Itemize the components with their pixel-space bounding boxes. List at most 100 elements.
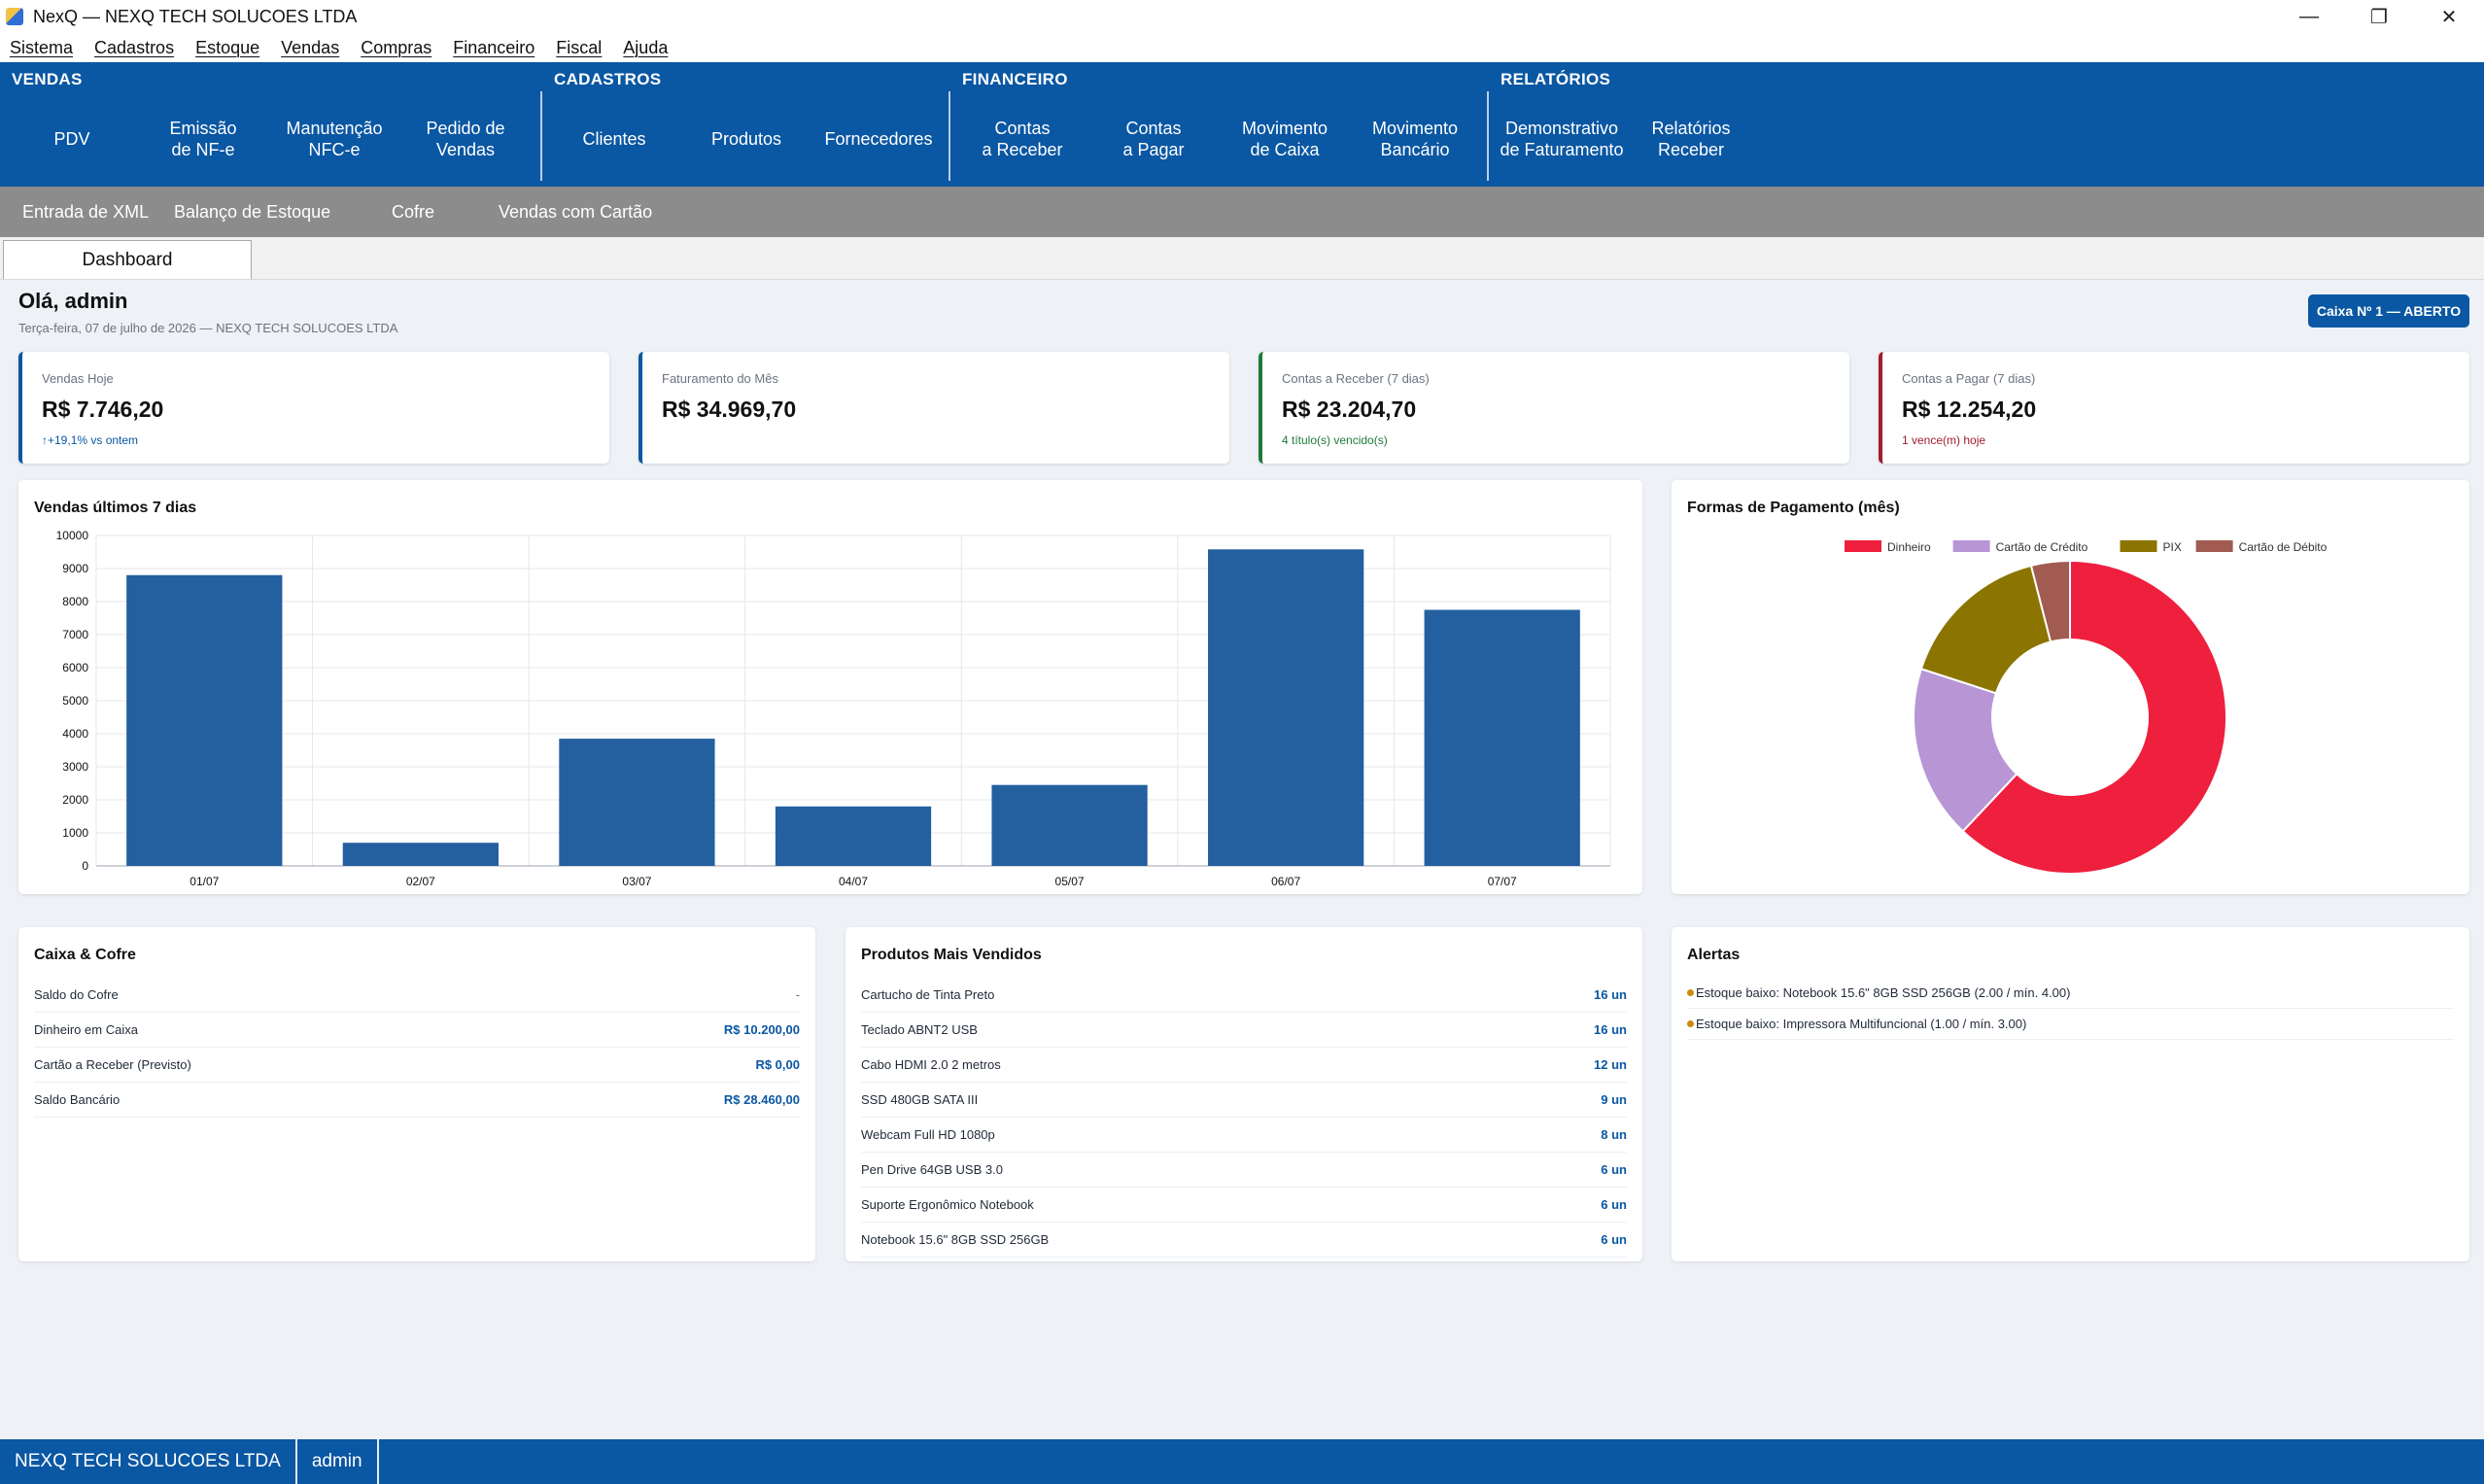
- kpi-value: R$ 34.969,70: [662, 397, 797, 422]
- row-label: Saldo Bancário: [34, 1092, 121, 1107]
- slice-cartão-de-crédito[interactable]: [1913, 667, 2018, 833]
- legend-swatch: [1952, 540, 1990, 552]
- bar-02/07[interactable]: [342, 843, 499, 866]
- bar-06/07[interactable]: [1208, 549, 1364, 866]
- ribbon-button-manutencao-nfce[interactable]: Manutenção NFC-e: [286, 119, 383, 159]
- ribbon-button-emissao-nfe[interactable]: Emissão de NF-e: [169, 119, 237, 159]
- bar-04/07[interactable]: [775, 806, 932, 866]
- toolbar-balanco-estoque[interactable]: Balanço de Estoque: [174, 202, 331, 222]
- x-tick-label: 01/07: [190, 875, 219, 888]
- y-tick-label: 10000: [56, 529, 89, 542]
- slice-dinheiro[interactable]: [1961, 559, 2227, 875]
- bar-01/07[interactable]: [126, 574, 283, 866]
- caixa-status-badge[interactable]: Caixa Nº 1 — ABERTO: [2308, 294, 2469, 328]
- menu-fiscal[interactable]: Fiscal: [556, 37, 603, 57]
- page-subtitle: Terça-feira, 07 de julho de 2026 — NEXQ …: [18, 321, 398, 335]
- ribbon-button-pedido-vendas[interactable]: Pedido de Vendas: [426, 119, 505, 159]
- ribbon-button-clientes[interactable]: Clientes: [582, 129, 646, 149]
- menu-cadastros[interactable]: Cadastros: [94, 37, 175, 57]
- list-item: Saldo do Cofre -: [34, 978, 800, 1013]
- ribbon-button-movimento-caixa[interactable]: Movimento de Caixa: [1241, 119, 1328, 159]
- ribbon-button-contas-receber[interactable]: Contas a Receber: [982, 119, 1063, 159]
- toolbar-cofre[interactable]: Cofre: [392, 202, 435, 222]
- minimize-icon[interactable]: —: [2299, 5, 2319, 27]
- list-item: Cabo HDMI 2.0 2 metros 12 un: [861, 1048, 1627, 1083]
- ribbon-button-movimento-bancario[interactable]: Movimento Bancário: [1371, 119, 1459, 159]
- bar-07/07[interactable]: [1424, 609, 1580, 867]
- tab-strip: Dashboard: [0, 237, 2484, 280]
- menu-financeiro[interactable]: Financeiro: [453, 37, 535, 57]
- y-tick-label: 1000: [62, 826, 88, 840]
- kpi-note: 1 vence(m) hoje: [1902, 433, 1986, 447]
- slice-pix[interactable]: [1919, 564, 2053, 695]
- ribbon-group-title: FINANCEIRO: [962, 70, 1068, 88]
- toolbar-entrada-xml[interactable]: Entrada de XML: [22, 202, 150, 222]
- ribbon-divider: [540, 91, 542, 181]
- ribbon-button-contas-pagar[interactable]: Contas a Pagar: [1122, 119, 1185, 159]
- chart-title: Formas de Pagamento (mês): [1687, 500, 1900, 516]
- row-value: 6 un: [1601, 1197, 1627, 1212]
- ribbon-button-fornecedores[interactable]: Fornecedores: [824, 129, 933, 149]
- bar-03/07[interactable]: [559, 739, 715, 866]
- warning-dot-icon: [1687, 1020, 1694, 1027]
- slice-cartão-de-débito[interactable]: [2029, 559, 2071, 643]
- kpi-value: R$ 12.254,20: [1902, 397, 2037, 422]
- ribbon-button-relatorios-receber[interactable]: Relatórios Receber: [1651, 119, 1731, 159]
- ribbon-group-title: CADASTROS: [554, 70, 662, 88]
- ribbon-group-financeiro: FINANCEIRO Contas a Receber Contas a Pag…: [950, 62, 1487, 187]
- panel-title: Produtos Mais Vendidos: [861, 947, 1042, 963]
- list-item: SSD 480GB SATA III 9 un: [861, 1083, 1627, 1118]
- toolbar-vendas-cartao[interactable]: Vendas com Cartão: [499, 202, 653, 222]
- x-tick-label: 03/07: [622, 875, 651, 888]
- list-item: Cartucho de Tinta Preto 16 un: [861, 978, 1627, 1013]
- bar-chart: 0 1000 2000 3000 4000 5000 6000 7000 8000 9000 100…: [56, 529, 1611, 888]
- list-item: Pen Drive 64GB USB 3.0 6 un: [861, 1153, 1627, 1188]
- alert-item[interactable]: Estoque baixo: Impressora Multifuncional…: [1687, 1009, 2454, 1040]
- legend-swatch: [2120, 540, 2157, 552]
- row-label: Cartão a Receber (Previsto): [34, 1057, 191, 1072]
- ribbon-group-title: RELATÓRIOS: [1501, 70, 1611, 88]
- menu-compras[interactable]: Compras: [361, 37, 432, 57]
- menu-ajuda[interactable]: Ajuda: [623, 37, 669, 57]
- menu-vendas[interactable]: Vendas: [281, 37, 340, 57]
- ribbon-group-cadastros: CADASTROS Clientes Produtos Fornecedores: [542, 62, 949, 187]
- row-value: 8 un: [1601, 1127, 1627, 1142]
- x-tick-label: 05/07: [1055, 875, 1085, 888]
- y-tick-label: 0: [82, 859, 88, 873]
- donut-chart: Dinheiro Cartão de Crédito PIX Cartão de Dé…: [1845, 540, 2328, 875]
- ribbon-button-produtos[interactable]: Produtos: [710, 129, 782, 149]
- x-tick-label: 06/07: [1271, 875, 1300, 888]
- menu-estoque[interactable]: Estoque: [195, 37, 260, 57]
- kpi-note: ↑+19,1% vs ontem: [42, 433, 139, 447]
- y-tick-label: 5000: [62, 694, 88, 707]
- ribbon-button-pdv[interactable]: PDV: [53, 129, 90, 149]
- legend-swatch: [2195, 540, 2233, 552]
- row-value: R$ 28.460,00: [723, 1092, 800, 1107]
- list-item: Notebook 15.6" 8GB SSD 256GB 6 un: [861, 1223, 1627, 1258]
- tab-dashboard[interactable]: Dashboard: [3, 240, 252, 279]
- status-company: NEXQ TECH SOLUCOES LTDA: [0, 1439, 297, 1484]
- menu-sistema[interactable]: Sistema: [10, 37, 74, 57]
- y-tick-label: 9000: [62, 562, 88, 575]
- panel-alertas: Alertas Estoque baixo: Notebook 15.6" 8G…: [1672, 927, 2469, 1261]
- ribbon-button-demonstrativo-faturamento[interactable]: Demonstrativo de Faturamento: [1500, 119, 1624, 159]
- restore-icon[interactable]: ❐: [2370, 6, 2388, 28]
- close-icon[interactable]: ✕: [2440, 6, 2458, 28]
- window-titlebar: NexQ — NEXQ TECH SOLUCOES LTDA — ❐ ✕: [0, 0, 2484, 33]
- alert-item[interactable]: Estoque baixo: Notebook 15.6" 8GB SSD 25…: [1687, 978, 2454, 1009]
- x-tick-label: 07/07: [1488, 875, 1517, 888]
- kpi-card-faturamento-mes: Faturamento do Mês R$ 34.969,70: [638, 352, 1229, 464]
- row-label: Notebook 15.6" 8GB SSD 256GB: [861, 1232, 1050, 1247]
- legend-label: Cartão de Crédito: [1996, 540, 2088, 554]
- alert-text: Estoque baixo: Impressora Multifuncional…: [1696, 1017, 2027, 1031]
- y-tick-label: 6000: [62, 661, 88, 674]
- row-value: 16 un: [1594, 987, 1627, 1002]
- kpi-card-vendas-hoje: Vendas Hoje R$ 7.746,20 ↑+19,1% vs ontem: [18, 352, 609, 464]
- row-label: Saldo do Cofre: [34, 987, 119, 1002]
- kpi-label: Faturamento do Mês: [662, 371, 778, 386]
- bar-05/07[interactable]: [991, 784, 1148, 866]
- row-label: Cabo HDMI 2.0 2 metros: [861, 1057, 1001, 1072]
- chart-title: Vendas últimos 7 dias: [34, 500, 197, 516]
- warning-dot-icon: [1687, 989, 1694, 996]
- list-item: Dinheiro em Caixa R$ 10.200,00: [34, 1013, 800, 1048]
